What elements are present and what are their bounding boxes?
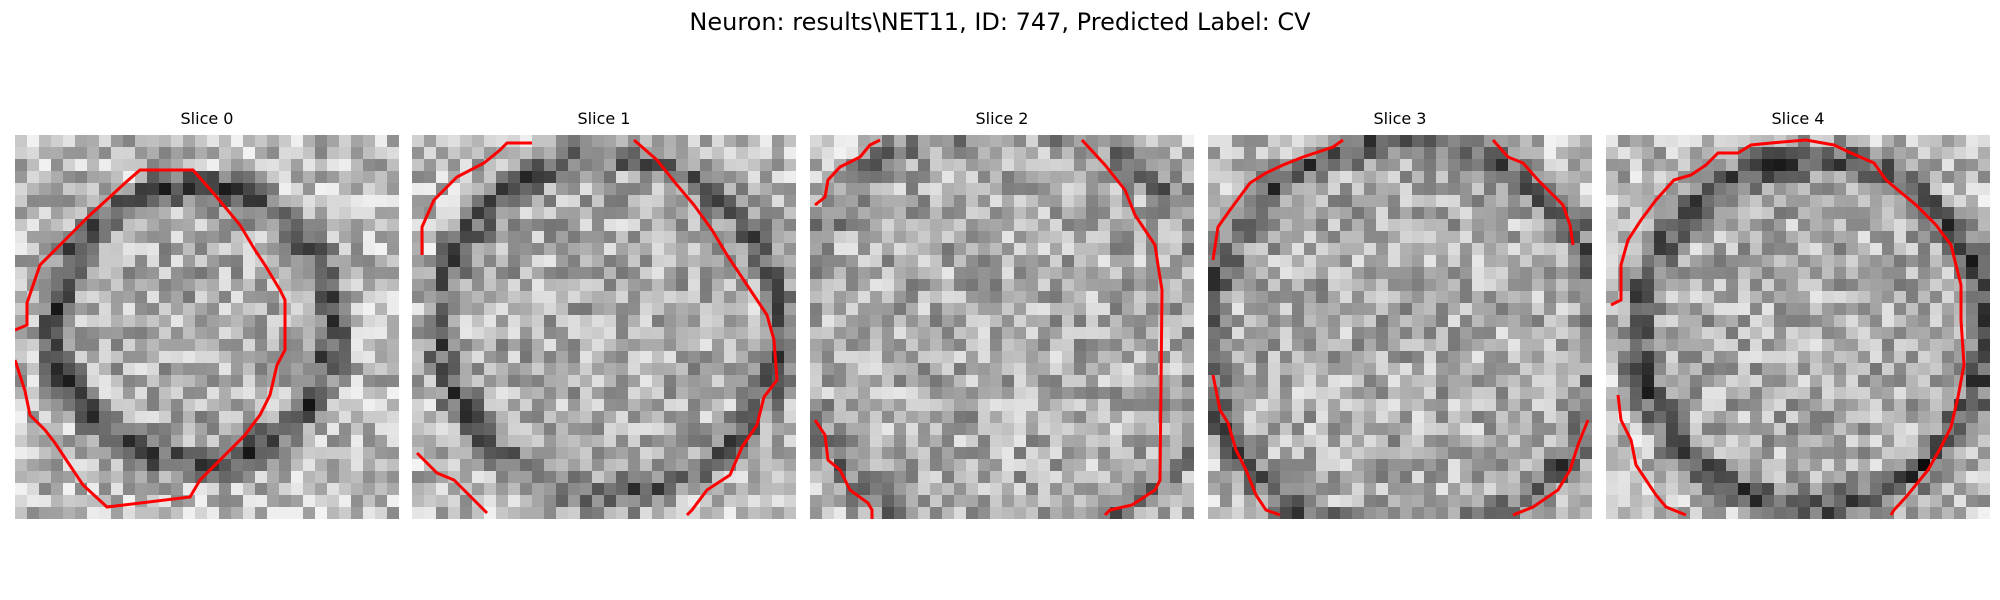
slice-contour-2 [814, 138, 881, 207]
slice-title-4: Slice 4 [1771, 109, 1825, 128]
slice-pixels-2 [810, 135, 1194, 519]
slice-title-0: Slice 0 [180, 109, 234, 128]
slice-contour-3d [1512, 419, 1590, 517]
slice-contour-4 [1610, 138, 1966, 516]
slice-contour-3 [1211, 138, 1344, 261]
slice-contour-4b [1616, 394, 1687, 517]
slice-pixels-1 [412, 135, 796, 519]
slice-image-4 [1606, 135, 1990, 519]
slice-contour-1b [633, 138, 779, 517]
slice-image-0 [15, 135, 399, 519]
slice-title-2: Slice 2 [975, 109, 1029, 128]
slice-contour-1 [420, 141, 532, 255]
slice-pixels-3 [1208, 135, 1592, 519]
slice-title-3: Slice 3 [1373, 109, 1427, 128]
slice-contour-2b [1080, 138, 1164, 517]
slice-image-1 [412, 135, 796, 519]
slice-pixels-4 [1606, 135, 1990, 519]
slice-image-2 [810, 135, 1194, 519]
slice-contour-3b [1491, 139, 1575, 246]
slice-pixels-0 [15, 135, 399, 519]
slice-contour-0 [15, 168, 287, 509]
slice-title-1: Slice 1 [577, 109, 631, 128]
figure-title: Neuron: results\NET11, ID: 747, Predicte… [689, 8, 1311, 36]
slice-contour-3c [1211, 374, 1281, 517]
slice-contour-2c [813, 419, 874, 519]
slice-contour-1c [415, 451, 489, 515]
slice-image-3 [1208, 135, 1592, 519]
